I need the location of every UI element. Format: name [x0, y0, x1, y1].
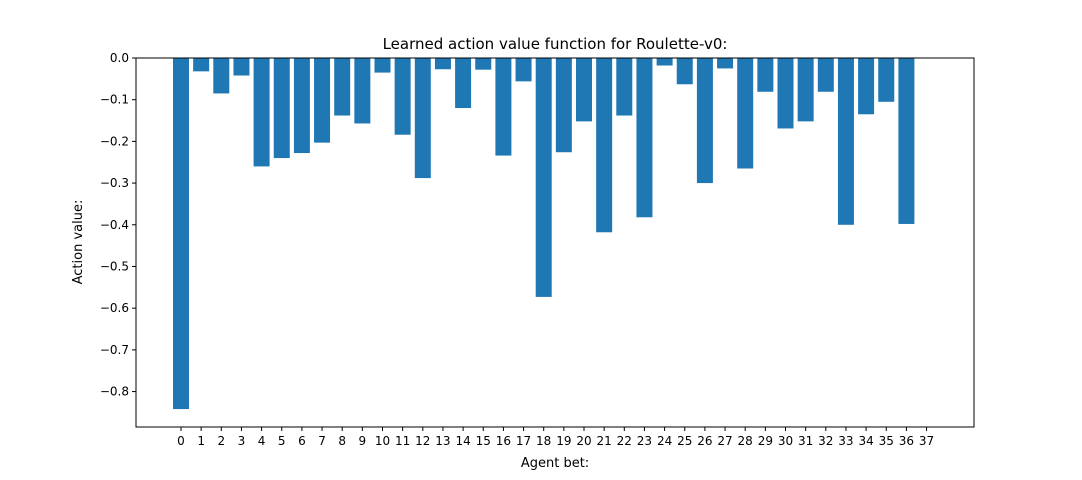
bar-11 [394, 58, 411, 135]
bar-17 [515, 58, 532, 82]
bar-31 [797, 58, 814, 122]
bar-26 [696, 58, 713, 184]
x-tick-label: 22 [617, 434, 632, 448]
x-axis: 0 1 2 3 4 5 6 7 8 9 10 11 12 13 14 15 16 17 18 19 20 21 22 23 24… [177, 427, 934, 448]
x-tick-label: 10 [375, 434, 390, 448]
x-tick-label: 9 [359, 434, 367, 448]
x-tick-label: 5 [278, 434, 286, 448]
bar-36 [898, 58, 915, 224]
x-tick-label: 21 [597, 434, 612, 448]
x-tick-label: 37 [919, 434, 934, 448]
x-tick-label: 17 [516, 434, 531, 448]
x-tick-label: 28 [738, 434, 753, 448]
x-tick-label: 7 [318, 434, 326, 448]
x-tick-label: 4 [258, 434, 266, 448]
x-tick-label: 26 [697, 434, 712, 448]
x-axis-label: Agent bet: [521, 456, 589, 471]
bar-23 [636, 58, 653, 218]
x-tick-label: 23 [637, 434, 652, 448]
x-tick-label: 31 [798, 434, 813, 448]
bar-16 [495, 58, 512, 156]
y-tick-label: −0.5 [100, 259, 129, 273]
y-tick-label: −0.4 [100, 218, 129, 232]
y-tick-label: −0.1 [100, 93, 129, 107]
x-tick-label: 35 [879, 434, 894, 448]
bar-7 [314, 58, 331, 143]
bar-18 [535, 58, 552, 297]
y-tick-label: −0.2 [100, 134, 129, 148]
bar-13 [434, 58, 451, 70]
bar-33 [837, 58, 854, 225]
x-tick-label: 11 [395, 434, 410, 448]
bar-0 [173, 58, 189, 410]
bar-21 [596, 58, 613, 233]
x-tick-label: 6 [298, 434, 306, 448]
x-tick-label: 16 [496, 434, 511, 448]
y-tick-label: −0.3 [100, 176, 129, 190]
y-tick-label: −0.7 [100, 343, 129, 357]
x-tick-label: 25 [677, 434, 692, 448]
bars-group [173, 58, 915, 410]
x-tick-label: 12 [415, 434, 430, 448]
x-tick-label: 13 [435, 434, 450, 448]
bar-25 [676, 58, 693, 85]
bar-28 [737, 58, 754, 169]
x-tick-label: 29 [758, 434, 773, 448]
x-tick-label: 32 [818, 434, 833, 448]
y-tick-label: −0.8 [100, 385, 129, 399]
bar-27 [717, 58, 734, 69]
x-tick-label: 30 [778, 434, 793, 448]
bar-2 [213, 58, 230, 94]
bar-35 [878, 58, 895, 102]
bar-19 [555, 58, 572, 153]
bar-32 [817, 58, 834, 92]
x-tick-label: 18 [536, 434, 551, 448]
bar-5 [273, 58, 290, 159]
x-tick-label: 20 [576, 434, 591, 448]
x-tick-label: 14 [455, 434, 470, 448]
bar-6 [293, 58, 310, 154]
x-tick-label: 19 [556, 434, 571, 448]
x-tick-label: 1 [197, 434, 205, 448]
y-axis-label: Action value: [71, 200, 86, 285]
y-axis: 0.0 −0.1 −0.2 −0.3 −0.4 −0.5 −0.6 −0.7 −0.8 [100, 51, 136, 399]
x-tick-label: 0 [177, 434, 185, 448]
x-tick-label: 36 [899, 434, 914, 448]
bar-30 [777, 58, 794, 129]
bar-9 [354, 58, 371, 124]
y-tick-label: 0.0 [110, 51, 129, 65]
bar-14 [455, 58, 472, 109]
x-tick-label: 3 [238, 434, 246, 448]
bar-10 [374, 58, 391, 73]
bar-22 [616, 58, 633, 116]
bar-34 [858, 58, 875, 115]
bar-29 [757, 58, 774, 92]
bar-15 [475, 58, 492, 70]
bar-3 [233, 58, 250, 76]
bar-24 [656, 58, 673, 66]
y-tick-label: −0.6 [100, 301, 129, 315]
x-tick-label: 33 [838, 434, 853, 448]
bar-20 [576, 58, 592, 122]
x-tick-label: 27 [717, 434, 732, 448]
plot-frame [135, 57, 975, 428]
chart-title: Learned action value function for Roulet… [383, 35, 728, 53]
x-tick-label: 2 [217, 434, 225, 448]
bar-4 [253, 58, 270, 167]
x-tick-label: 34 [858, 434, 873, 448]
bar-12 [414, 58, 431, 179]
x-tick-label: 15 [476, 434, 491, 448]
x-tick-label: 24 [657, 434, 672, 448]
x-tick-label: 8 [338, 434, 346, 448]
bar-8 [334, 58, 351, 116]
bar-1 [193, 58, 210, 72]
